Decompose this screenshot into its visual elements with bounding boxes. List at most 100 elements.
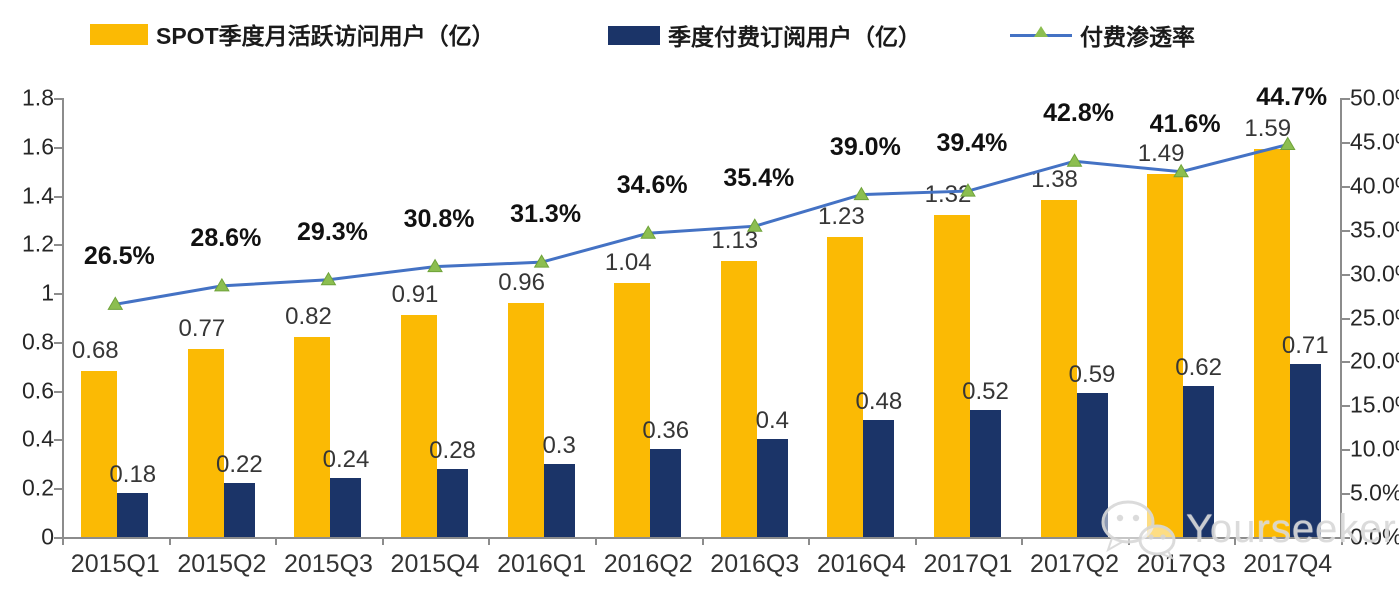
mau-value-label: 1.59 <box>1244 115 1292 143</box>
penetration-legend-label: 付费渗透率 <box>1080 24 1195 50</box>
watermark-text: Yourseeker <box>1186 506 1397 551</box>
penetration-value-label: 44.7% <box>1256 82 1328 111</box>
left-axis-tick-label: 0.6 <box>22 377 54 404</box>
left-axis-tick <box>54 195 62 198</box>
penetration-value-label: 28.6% <box>190 223 262 252</box>
mau-value-label: 1.13 <box>711 227 759 255</box>
x-axis-category-label: 2015Q4 <box>390 550 480 578</box>
left-axis-tick <box>54 341 62 344</box>
right-axis-tick-label: 30.0% <box>1350 260 1399 287</box>
left-axis-tick-label: 0 <box>41 523 54 550</box>
subscribers-value-label: 0.28 <box>429 436 476 464</box>
subscribers-value-label: 0.36 <box>642 417 690 445</box>
x-axis-tick <box>808 537 811 545</box>
right-axis-tick-label: 35.0% <box>1350 216 1399 243</box>
penetration-value-label: 31.3% <box>510 200 582 229</box>
legend-item-penetration: 付费渗透率 <box>1010 21 1195 50</box>
subscribers-value-label: 0.4 <box>755 407 789 435</box>
penetration-value-label: 34.6% <box>616 171 688 200</box>
x-axis-tick <box>701 537 704 545</box>
mau-value-label: 0.77 <box>178 315 226 343</box>
x-axis-category-label: 2017Q4 <box>1243 550 1333 578</box>
subscribers-value-label: 0.22 <box>216 451 263 479</box>
penetration-value-label: 39.4% <box>936 129 1008 158</box>
left-axis-tick-label: 1.8 <box>22 84 54 111</box>
x-axis-tick <box>1341 537 1343 545</box>
watermark: Yourseeker <box>1098 498 1397 560</box>
mau-value-label: 0.96 <box>498 268 545 296</box>
right-axis-tick-label: 0.0% <box>1350 523 1399 550</box>
mau-bar <box>614 283 651 537</box>
x-axis-tick <box>914 537 917 545</box>
right-axis-tick-label: 15.0% <box>1350 391 1399 418</box>
subscribers-bar <box>650 449 682 537</box>
mau-value-label: 0.68 <box>71 337 119 365</box>
mau-legend-label: SPOT季度月活跃访问用户（亿） <box>156 23 495 49</box>
mau-bar <box>81 371 118 537</box>
mau-bar <box>720 261 757 537</box>
subscribers-value-label: 0.48 <box>855 387 903 415</box>
subscribers-bar <box>1076 393 1108 537</box>
left-axis-tick <box>54 439 62 442</box>
mau-value-label: 1.32 <box>924 181 972 209</box>
right-axis-tick-label: 20.0% <box>1350 347 1399 374</box>
subscribers-legend-swatch <box>608 25 660 45</box>
x-axis-category-label: 2015Q2 <box>177 550 267 578</box>
subscribers-value-label: 0.59 <box>1068 361 1116 389</box>
subscribers-bar <box>543 463 575 537</box>
left-axis-tick <box>54 488 62 491</box>
subscribers-bar <box>117 493 149 537</box>
right-axis-tick-label: 40.0% <box>1350 172 1399 199</box>
subscribers-value-label: 0.3 <box>542 431 576 459</box>
right-axis-tick <box>1342 141 1350 144</box>
subscribers-bar <box>863 419 895 537</box>
x-axis-tick <box>381 537 384 545</box>
mau-value-label: 0.82 <box>285 303 332 330</box>
x-axis-tick <box>275 537 278 545</box>
subscribers-legend-label: 季度付费订阅用户（亿） <box>668 24 921 50</box>
x-axis-tick <box>594 537 597 545</box>
mau-value-label: 1.04 <box>604 249 652 277</box>
penetration-value-label: 35.4% <box>723 164 795 193</box>
mau-value-label: 1.49 <box>1137 139 1185 167</box>
right-axis-tick-label: 45.0% <box>1350 128 1399 155</box>
right-axis-tick-label: 5.0% <box>1350 479 1399 506</box>
subscribers-bar <box>223 483 255 537</box>
left-axis-tick <box>54 98 62 100</box>
left-axis-tick-label: 1.4 <box>22 182 54 209</box>
right-axis-tick <box>1342 229 1350 232</box>
subscribers-bar <box>437 468 469 537</box>
subscribers-bar <box>330 478 362 537</box>
subscribers-value-label: 0.71 <box>1281 331 1329 359</box>
left-axis-line <box>62 98 64 537</box>
mau-bar <box>294 337 331 537</box>
left-axis-tick <box>54 244 62 247</box>
subscribers-value-label: 0.18 <box>109 461 157 489</box>
x-axis-tick <box>1234 537 1237 545</box>
penetration-value-label: 30.8% <box>403 204 475 233</box>
wechat-icon <box>1101 500 1176 560</box>
x-axis-tick <box>488 537 491 545</box>
x-axis-tick <box>168 537 171 545</box>
mau-bar <box>507 302 544 537</box>
x-axis-category-label: 2015Q1 <box>70 550 160 578</box>
right-axis-tick-label: 10.0% <box>1350 435 1399 462</box>
left-axis-tick-label: 1 <box>41 279 54 306</box>
x-axis-tick <box>1021 537 1024 545</box>
legend-item-subscribers: 季度付费订阅用户（亿） <box>608 21 921 50</box>
subscribers-bar <box>969 410 1001 537</box>
penetration-value-label: 41.6% <box>1149 109 1221 138</box>
penetration-value-label: 39.0% <box>829 132 901 161</box>
subscribers-bar <box>1183 385 1215 537</box>
left-axis-tick-label: 0.8 <box>22 328 54 355</box>
mau-legend-swatch <box>90 23 148 45</box>
right-axis-tick <box>1342 405 1350 408</box>
right-axis-tick <box>1342 317 1350 320</box>
right-axis-tick <box>1342 493 1350 496</box>
right-axis-tick <box>1342 185 1350 188</box>
left-axis-tick-label: 0.4 <box>22 425 54 452</box>
mau-bar <box>933 215 970 537</box>
penetration-value-label: 29.3% <box>297 217 368 246</box>
subscribers-bar <box>756 439 788 537</box>
